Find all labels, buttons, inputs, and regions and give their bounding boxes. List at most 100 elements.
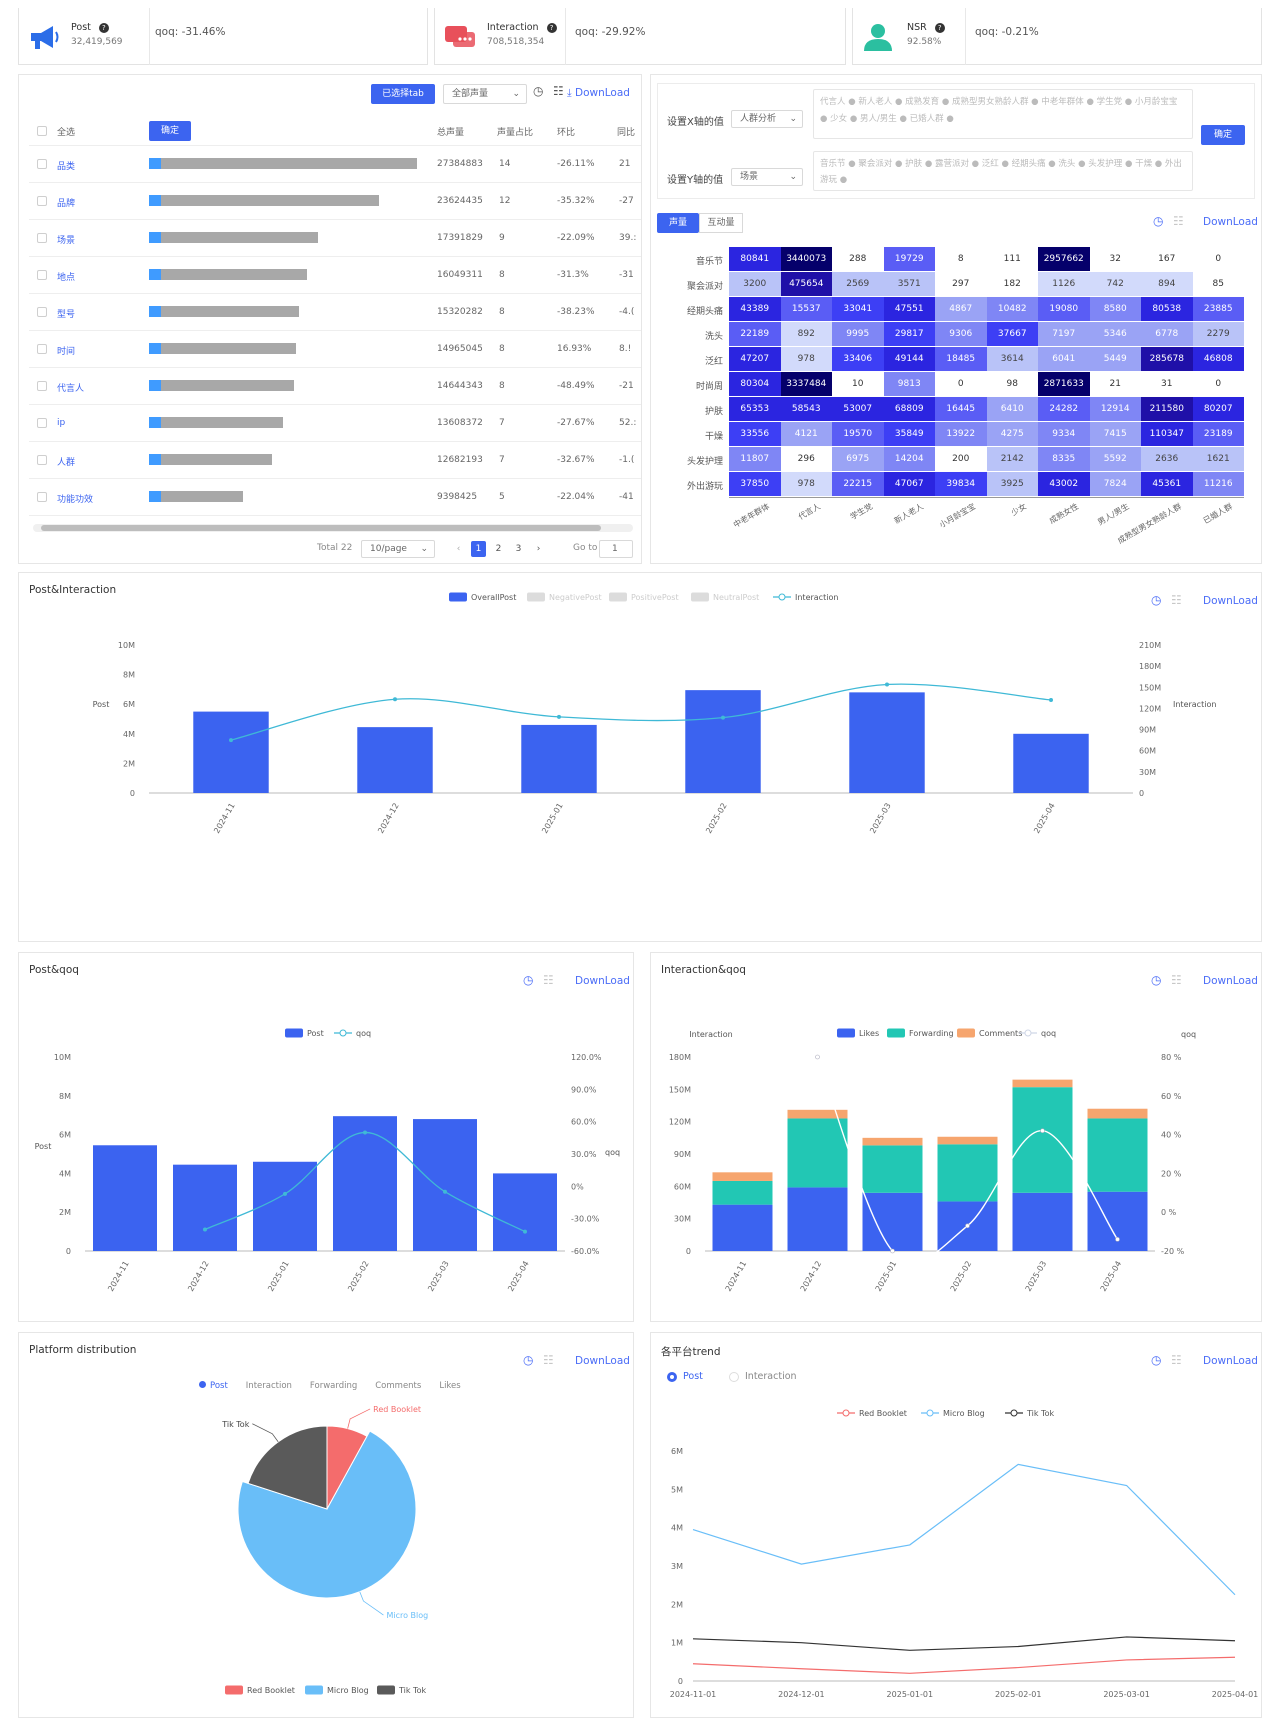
row-checkbox[interactable]: [37, 381, 47, 391]
heatmap-cell[interactable]: 45361: [1141, 472, 1193, 496]
heatmap-cell[interactable]: 33041: [832, 297, 884, 321]
heatmap-cell[interactable]: 3440073: [780, 247, 832, 271]
heatmap-cell[interactable]: 296: [780, 447, 832, 471]
table-row[interactable]: 功能功效 9398425 5 -22.04% -41: [29, 479, 641, 516]
heatmap-cell[interactable]: 47067: [883, 472, 935, 496]
table-row[interactable]: 代言人 14644343 8 -48.49% -21: [29, 368, 641, 405]
radio-post[interactable]: Post: [667, 1371, 703, 1382]
bar-forwarding[interactable]: [1012, 1087, 1073, 1193]
legend-item[interactable]: Micro Blog: [305, 1685, 369, 1696]
row-checkbox[interactable]: [37, 344, 47, 354]
table-row[interactable]: 人群 12682193 7 -32.67% -1.(: [29, 442, 641, 479]
heatmap-cell[interactable]: 475654: [780, 272, 832, 296]
metric-tab-likes[interactable]: Likes: [439, 1381, 461, 1391]
tab-interaction[interactable]: 互动量: [699, 213, 743, 233]
bar-overallpost[interactable]: [521, 724, 597, 793]
heatmap-cell[interactable]: 46808: [1192, 347, 1244, 371]
bar-post[interactable]: [333, 1116, 397, 1251]
page-2[interactable]: 2: [495, 544, 502, 554]
bar-comments[interactable]: [712, 1172, 773, 1181]
columns-icon[interactable]: ☷: [1173, 214, 1184, 228]
bar-post[interactable]: [413, 1119, 477, 1251]
row-name[interactable]: 品牌: [57, 199, 76, 209]
page-1[interactable]: 1: [471, 541, 486, 557]
row-checkbox[interactable]: [37, 233, 47, 243]
row-name[interactable]: 代言人: [57, 384, 85, 394]
heatmap-cell[interactable]: 22189: [729, 322, 781, 346]
bar-post[interactable]: [493, 1173, 557, 1251]
row-name[interactable]: 人群: [57, 458, 76, 468]
heatmap-cell[interactable]: 11216: [1192, 472, 1244, 496]
clock-icon[interactable]: ◷: [533, 84, 544, 98]
bar-forwarding[interactable]: [937, 1144, 998, 1202]
heatmap-cell[interactable]: 49144: [883, 347, 935, 371]
clock-icon[interactable]: ◷: [523, 1353, 534, 1367]
heatmap-cell[interactable]: 53007: [832, 397, 884, 421]
row-checkbox[interactable]: [37, 492, 47, 502]
metric-tab-comments[interactable]: Comments: [375, 1381, 422, 1391]
line-point[interactable]: [1040, 1128, 1045, 1134]
heatmap-cell[interactable]: 80304: [729, 372, 781, 396]
bar-comments[interactable]: [862, 1137, 923, 1146]
bar-post[interactable]: [173, 1164, 237, 1251]
row-name[interactable]: 品类: [57, 162, 76, 172]
heatmap-cell[interactable]: 5592: [1089, 447, 1141, 471]
line-point[interactable]: [721, 715, 725, 720]
horizontal-scrollbar[interactable]: [33, 524, 633, 532]
bar-overallpost[interactable]: [357, 727, 433, 793]
clock-icon[interactable]: ◷: [1151, 1353, 1162, 1367]
legend-item[interactable]: qoq: [334, 1029, 371, 1038]
heatmap-cell[interactable]: 2142: [986, 447, 1038, 471]
heatmap-cell[interactable]: 894: [1141, 272, 1193, 296]
legend-item[interactable]: NeutralPost: [691, 592, 759, 603]
heatmap-cell[interactable]: 111: [986, 247, 1038, 271]
heatmap-cell[interactable]: 3925: [986, 472, 1038, 496]
legend-item[interactable]: Tik Tok: [377, 1685, 426, 1696]
legend-item[interactable]: Interaction: [773, 593, 838, 602]
pagination-next[interactable]: ›: [536, 544, 541, 554]
table-row[interactable]: 时间 14965045 8 16.93% 8.!: [29, 331, 641, 368]
heatmap-cell[interactable]: 8: [935, 247, 987, 271]
heatmap-cell[interactable]: 98: [986, 372, 1038, 396]
line-point[interactable]: [815, 1054, 820, 1060]
bar-forwarding[interactable]: [787, 1118, 848, 1188]
heatmap-cell[interactable]: 85: [1192, 272, 1244, 296]
legend-item[interactable]: qoq: [1019, 1029, 1056, 1038]
heatmap-cell[interactable]: 37850: [729, 472, 781, 496]
clock-icon[interactable]: ◷: [1153, 214, 1164, 228]
selected-tab-button[interactable]: 已选择tab: [371, 84, 435, 104]
legend-item[interactable]: Likes: [837, 1028, 879, 1039]
heatmap-cell[interactable]: 35849: [883, 422, 935, 446]
pie-slice[interactable]: [237, 1430, 417, 1599]
heatmap-cell[interactable]: 3614: [986, 347, 1038, 371]
line-point[interactable]: [885, 682, 889, 687]
heatmap-cell[interactable]: 4121: [780, 422, 832, 446]
heatmap-cell[interactable]: 33406: [832, 347, 884, 371]
row-checkbox[interactable]: [37, 455, 47, 465]
legend-item[interactable]: Forwarding: [887, 1028, 954, 1039]
legend-item[interactable]: Red Booklet: [837, 1409, 907, 1418]
columns-icon[interactable]: ☷: [543, 1353, 554, 1367]
heatmap-cell[interactable]: 6041: [1038, 347, 1090, 371]
columns-icon[interactable]: ☷: [1171, 973, 1182, 987]
line-point[interactable]: [283, 1191, 287, 1196]
heatmap-cell[interactable]: 9334: [1038, 422, 1090, 446]
table-row[interactable]: 型号 15320282 8 -38.23% -4.(: [29, 294, 641, 331]
heatmap-cell[interactable]: 37667: [986, 322, 1038, 346]
metric-tab-post[interactable]: Post: [199, 1381, 228, 1391]
heatmap-cell[interactable]: 3337484: [780, 372, 832, 396]
radio-interaction[interactable]: Interaction: [729, 1371, 797, 1382]
columns-icon[interactable]: ☷: [553, 84, 564, 98]
heatmap-cell[interactable]: 0: [1192, 247, 1244, 271]
heatmap-cell[interactable]: 2871633: [1038, 372, 1090, 396]
bar-likes[interactable]: [787, 1187, 848, 1251]
clock-icon[interactable]: ◷: [1151, 593, 1162, 607]
bar-likes[interactable]: [1012, 1192, 1073, 1251]
heatmap-cell[interactable]: 285678: [1141, 347, 1193, 371]
heatmap-cell[interactable]: 892: [780, 322, 832, 346]
volume-select[interactable]: 全部声量 ⌄: [443, 84, 527, 104]
heatmap-cell[interactable]: 80207: [1192, 397, 1244, 421]
heatmap-cell[interactable]: 7197: [1038, 322, 1090, 346]
row-name[interactable]: 功能功效: [57, 495, 94, 505]
row-checkbox[interactable]: [37, 196, 47, 206]
